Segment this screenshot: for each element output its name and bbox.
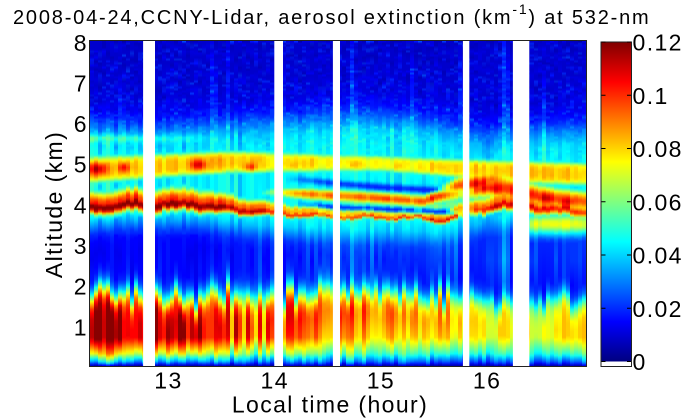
svg-text:1: 1 xyxy=(74,314,88,340)
svg-text:3: 3 xyxy=(74,233,88,259)
svg-text:15: 15 xyxy=(367,368,395,394)
svg-text:2: 2 xyxy=(74,274,88,300)
svg-text:14: 14 xyxy=(261,368,289,394)
svg-text:0: 0 xyxy=(633,349,647,375)
svg-text:13: 13 xyxy=(154,368,182,394)
svg-text:0.08: 0.08 xyxy=(633,136,683,162)
svg-text:0.06: 0.06 xyxy=(633,189,683,215)
svg-text:Altitude (km): Altitude (km) xyxy=(41,131,67,278)
svg-text:0.1: 0.1 xyxy=(633,83,669,109)
svg-text:7: 7 xyxy=(74,70,88,96)
svg-text:Local time (hour): Local time (hour) xyxy=(232,391,428,417)
svg-text:6: 6 xyxy=(74,111,88,137)
svg-text:4: 4 xyxy=(74,192,88,218)
svg-text:8: 8 xyxy=(74,30,88,56)
svg-text:0.04: 0.04 xyxy=(633,243,683,269)
svg-text:0.02: 0.02 xyxy=(633,296,683,322)
svg-text:0.12: 0.12 xyxy=(633,30,683,56)
svg-text:16: 16 xyxy=(473,368,501,394)
svg-text:5: 5 xyxy=(74,152,88,178)
